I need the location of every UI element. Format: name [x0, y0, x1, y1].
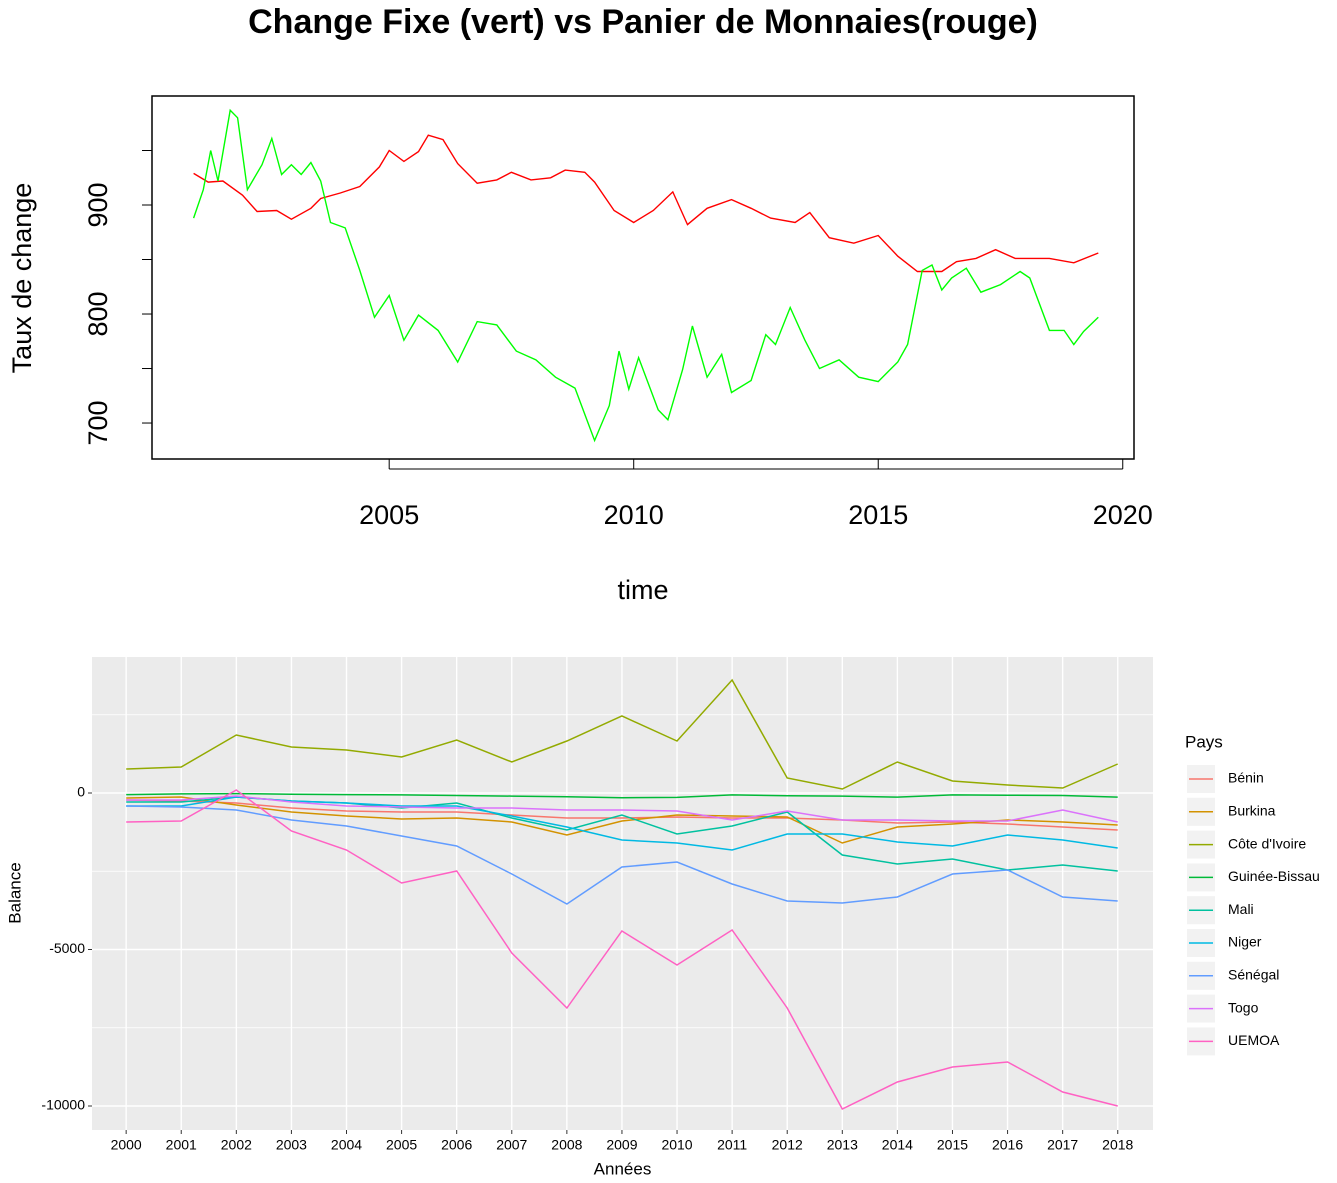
- legend-label: Mali: [1228, 901, 1254, 917]
- x-tick-label: 2015: [848, 500, 908, 530]
- y-tick-label: 900: [83, 182, 113, 227]
- y-axis-label: Balance: [5, 862, 24, 923]
- x-axis-label: Années: [594, 1159, 652, 1178]
- x-tick-label: 2020: [1093, 500, 1153, 530]
- x-tick-label: 2011: [717, 1137, 747, 1153]
- legend-label: Côte d'Ivoire: [1228, 835, 1306, 851]
- series-line: [126, 795, 1118, 823]
- x-tick-label: 2013: [827, 1137, 858, 1153]
- series-line: [126, 799, 1118, 831]
- x-tick-label: 2002: [221, 1137, 252, 1153]
- x-axis-label: time: [617, 575, 668, 605]
- series-line: [126, 789, 1118, 1110]
- legend-label: Togo: [1228, 999, 1259, 1015]
- y-tick-label: 0: [77, 784, 85, 800]
- plot-frame: [151, 95, 1135, 460]
- series-line: [126, 792, 1118, 799]
- x-tick-label: 2006: [441, 1137, 472, 1153]
- legend-label: Guinée-Bissau: [1228, 868, 1320, 884]
- x-tick-label: 2009: [606, 1137, 637, 1153]
- x-tick-label: 2004: [331, 1137, 362, 1153]
- x-tick-label: 2001: [166, 1137, 197, 1153]
- x-tick-label: 2007: [496, 1137, 527, 1153]
- y-tick-label: 800: [83, 291, 113, 336]
- x-tick-label: 2010: [604, 500, 664, 530]
- series-line: [126, 805, 1118, 905]
- y-axis-label: Taux de change: [7, 183, 37, 374]
- series-line: [126, 678, 1118, 790]
- chart-title: Change Fixe (vert) vs Panier de Monnaies…: [248, 3, 1038, 41]
- x-tick-label: 2010: [661, 1137, 692, 1153]
- legend-label: Bénin: [1228, 770, 1264, 786]
- legend-label: UEMOA: [1228, 1032, 1280, 1048]
- series-line: [192, 108, 1099, 443]
- legend-label: Burkina: [1228, 803, 1276, 819]
- x-tick-label: 2005: [359, 500, 419, 530]
- y-tick-label: -10000: [41, 1097, 85, 1113]
- y-tick-label: -5000: [49, 940, 85, 956]
- x-tick-label: 2003: [276, 1137, 307, 1153]
- x-tick-label: 2017: [1047, 1137, 1078, 1153]
- legend-title: Pays: [1185, 732, 1223, 751]
- legend-label: Sénégal: [1228, 967, 1279, 983]
- series-line: [193, 134, 1099, 273]
- series-line: [126, 796, 1118, 844]
- x-tick-label: 2000: [111, 1137, 142, 1153]
- x-tick-label: 2008: [551, 1137, 582, 1153]
- legend-label: Niger: [1228, 934, 1262, 950]
- x-tick-label: 2015: [937, 1137, 968, 1153]
- x-tick-label: 2014: [882, 1137, 913, 1153]
- x-tick-label: 2016: [992, 1137, 1023, 1153]
- x-tick-label: 2018: [1102, 1137, 1133, 1153]
- series-line: [126, 796, 1118, 851]
- x-tick-label: 2005: [386, 1137, 417, 1153]
- x-tick-label: 2012: [772, 1137, 803, 1153]
- y-tick-label: 700: [83, 400, 113, 445]
